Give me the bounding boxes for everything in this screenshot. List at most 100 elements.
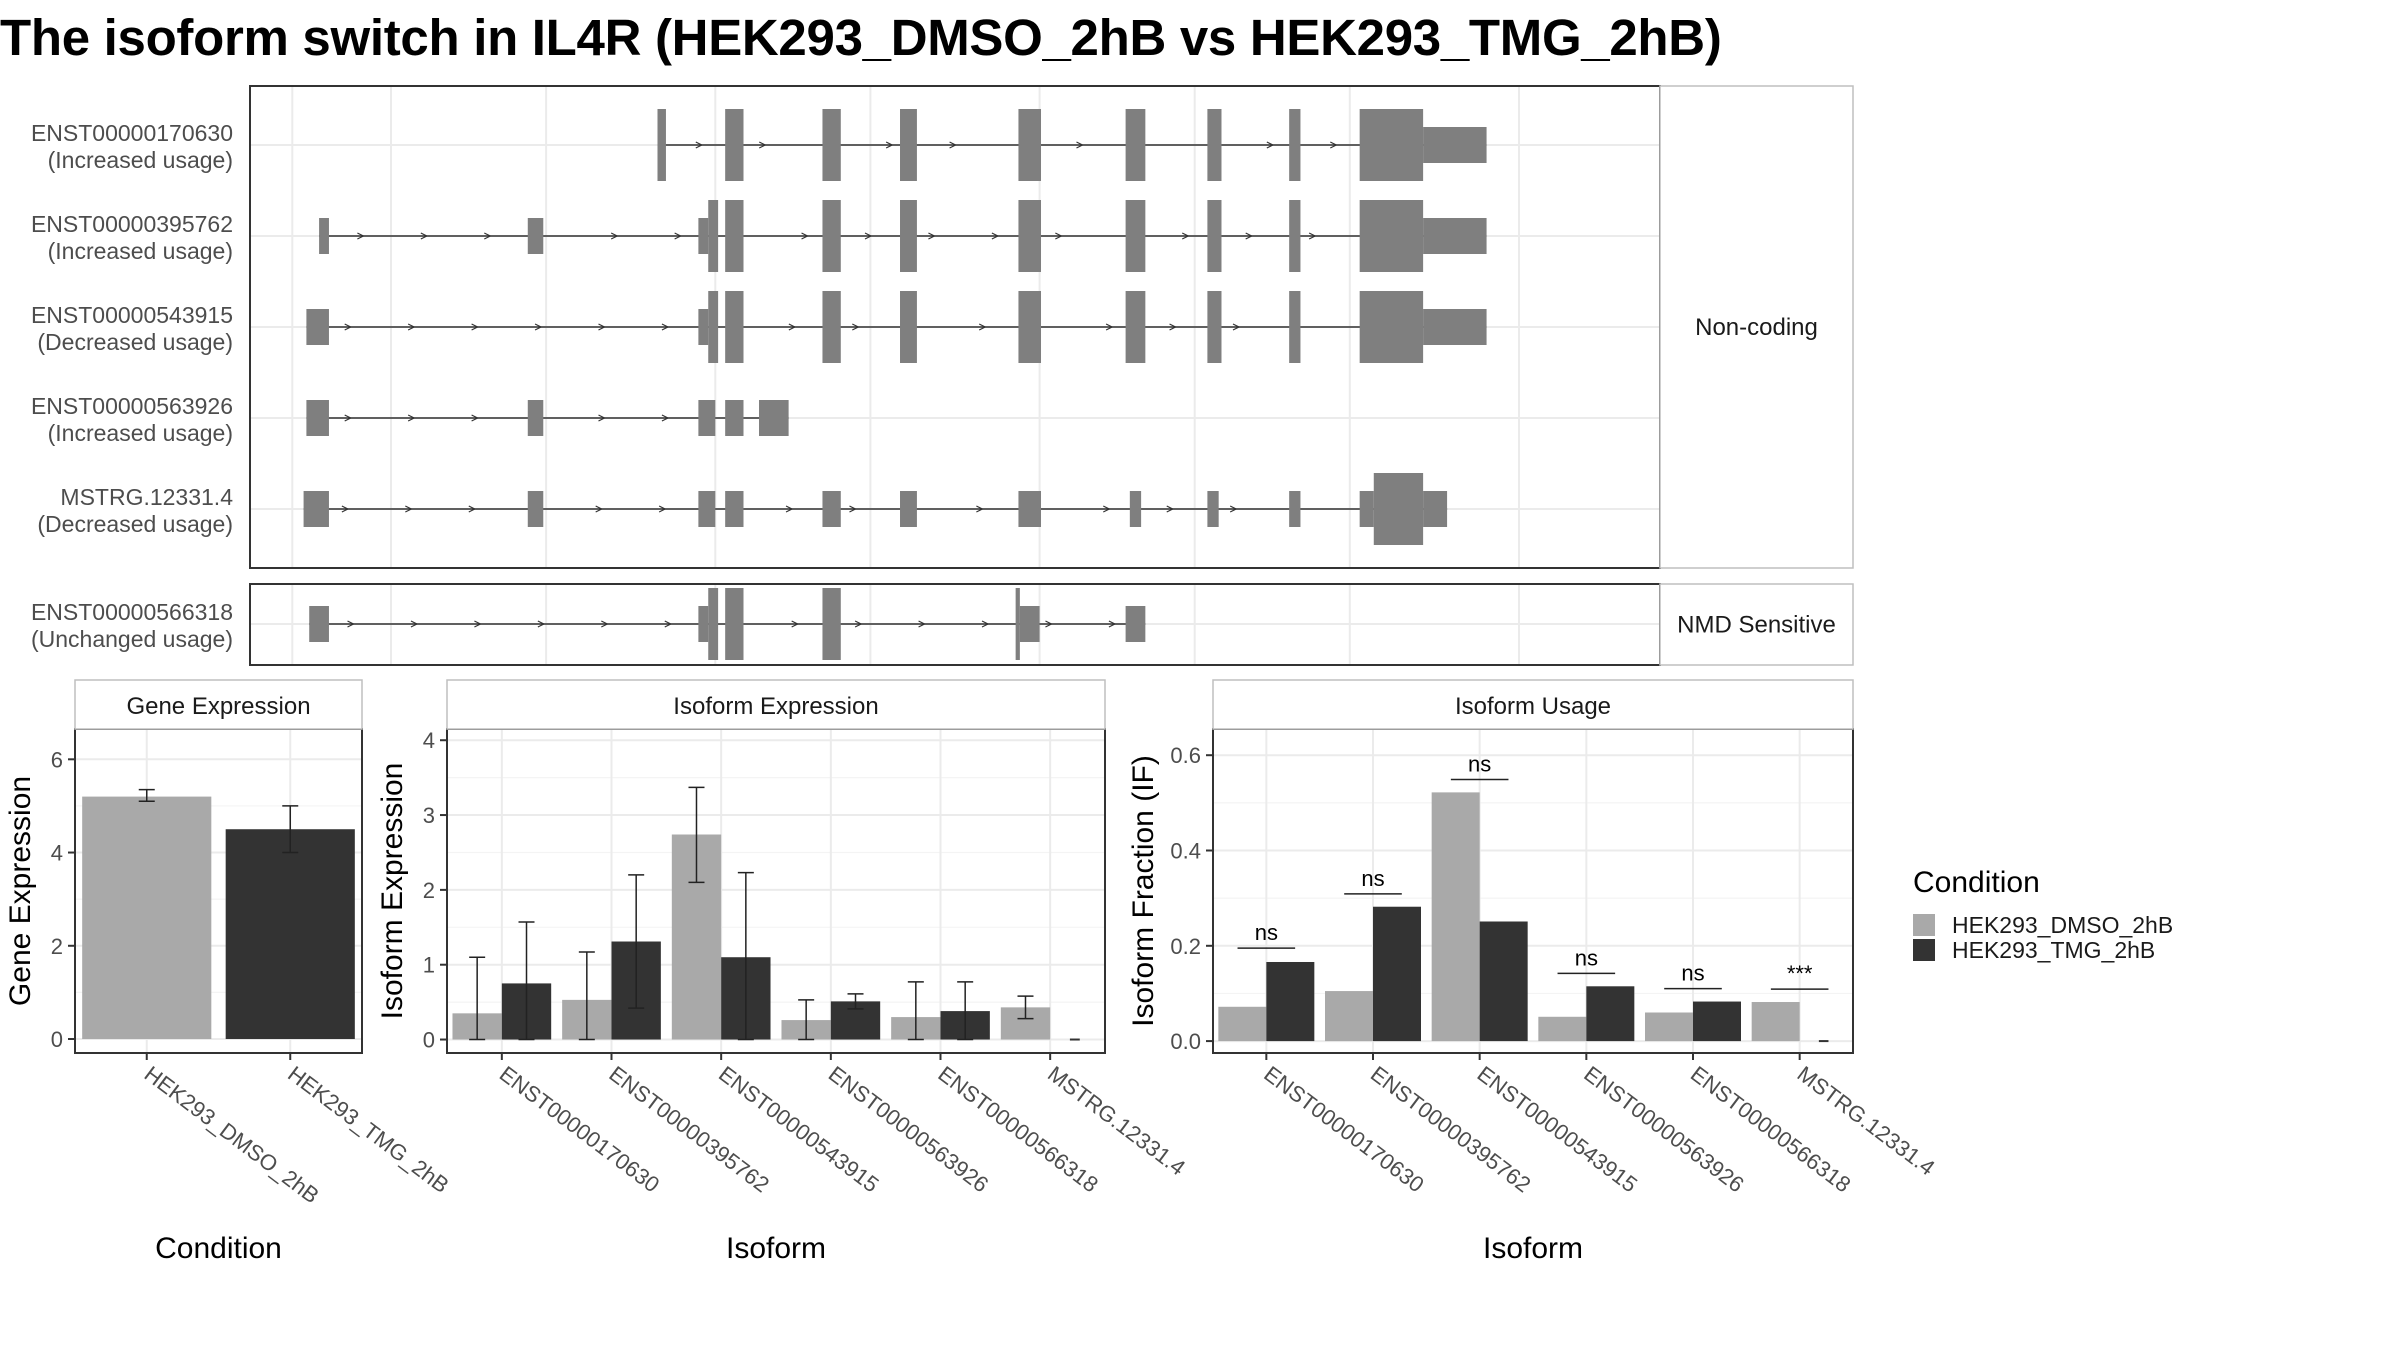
utr-exon: [698, 309, 709, 345]
coding-exon: [1015, 588, 1020, 660]
coding-exon: [1289, 109, 1301, 181]
legend-label: HEK293_TMG_2hB: [1952, 937, 2155, 963]
bar: [1373, 906, 1421, 1042]
strand-arrow: [1108, 620, 1117, 628]
strand-arrow: [864, 232, 873, 240]
coding-exon: [1207, 200, 1222, 272]
strand-arrow: [484, 232, 492, 240]
isoform-id-label: ENST00000543915: [31, 302, 233, 328]
group-strip: [1659, 583, 1854, 666]
strand-arrow: [407, 414, 416, 422]
bar: [1218, 1006, 1267, 1042]
utr-exon: [725, 400, 744, 436]
isoform-usage-label: (Decreased usage): [37, 329, 233, 355]
strand-arrow: [991, 232, 1000, 240]
coding-exon: [822, 588, 841, 660]
isoform-structure-ENST00000543915: ENST00000543915(Decreased usage): [31, 291, 1487, 363]
bar: [225, 829, 355, 1040]
y-tick-label: 0: [51, 1027, 63, 1052]
strand-arrow: [801, 232, 809, 240]
bar: [1325, 991, 1373, 1042]
strand-arrow: [471, 323, 479, 331]
significance-label: ns: [1361, 866, 1384, 891]
utr-exon: [1289, 491, 1301, 527]
significance-label: ns: [1468, 752, 1491, 777]
strand-arrow: [1105, 323, 1114, 331]
strand-arrow: [1103, 505, 1111, 513]
x-axis-title: Isoform: [1483, 1232, 1583, 1265]
utr-exon: [527, 218, 544, 254]
chart-title-strip: [446, 679, 1106, 730]
y-tick-label: 0.2: [1170, 934, 1201, 959]
significance-label: ns: [1681, 961, 1704, 986]
strand-arrow: [661, 414, 670, 422]
utr-exon: [527, 400, 544, 436]
utr-exon: [1207, 491, 1219, 527]
strand-arrow: [471, 414, 479, 422]
utr-exon: [306, 309, 329, 345]
significance-label: ***: [1787, 961, 1813, 986]
chart-title: Isoform Expression: [673, 693, 878, 720]
strand-arrow: [852, 323, 860, 331]
x-axis-title: Isoform: [726, 1232, 826, 1265]
y-tick-label: 0.4: [1170, 839, 1201, 864]
figure-title: The isoform switch in IL4R (HEK293_DMSO_…: [0, 9, 1722, 66]
utr-exon: [1423, 218, 1487, 254]
isoform-usage-label: (Increased usage): [48, 147, 233, 173]
strand-arrow: [1308, 232, 1317, 240]
coding-exon: [822, 291, 841, 363]
strand-arrow: [1266, 141, 1275, 149]
strand-arrow: [854, 620, 863, 628]
bar: [1479, 921, 1528, 1042]
utr-exon: [698, 606, 709, 642]
strand-arrow: [1169, 323, 1177, 331]
strand-arrow: [849, 505, 857, 513]
utr-exon: [822, 491, 841, 527]
coding-exon: [1018, 109, 1042, 181]
group-label: Non-coding: [1695, 314, 1818, 341]
strand-arrow: [885, 141, 894, 149]
y-axis-title: Gene Expression: [4, 776, 37, 1006]
chart-title: Gene Expression: [126, 693, 310, 720]
strand-arrow: [344, 323, 353, 331]
strand-arrow: [410, 620, 419, 628]
bar: [1538, 1016, 1587, 1042]
strand-arrow: [595, 505, 604, 513]
isoform-usage-label: (Increased usage): [48, 420, 233, 446]
strand-arrow: [537, 620, 546, 628]
coding-exon: [1289, 291, 1301, 363]
strand-arrow: [661, 323, 670, 331]
utr-exon: [1019, 606, 1040, 642]
strand-arrow: [357, 232, 365, 240]
coding-exon: [1125, 109, 1146, 181]
strand-arrow: [474, 620, 482, 628]
significance-label: ns: [1575, 945, 1598, 970]
group-strip: [1659, 85, 1854, 569]
structure-panel-1: ENST00000566318(Unchanged usage) NMD Sens…: [31, 583, 1854, 666]
y-tick-label: 6: [51, 747, 63, 772]
strand-arrow: [341, 505, 350, 513]
strand-arrow: [344, 414, 353, 422]
coding-exon: [1207, 109, 1222, 181]
chart-title-strip: [74, 679, 363, 730]
legend-title: Condition: [1913, 866, 2040, 899]
utr-exon: [698, 218, 709, 254]
coding-exon: [1373, 473, 1424, 545]
strand-arrow: [928, 232, 936, 240]
bar-chart-1: Isoform Expression01234ENST00000170630EN…: [376, 679, 1190, 1265]
coding-exon: [1018, 200, 1042, 272]
y-tick-label: 4: [423, 728, 435, 753]
strand-arrow: [534, 323, 543, 331]
isoform-structure-MSTRG.12331.4: MSTRG.12331.4(Decreased usage): [37, 473, 1448, 545]
strand-arrow: [598, 414, 606, 422]
isoform-structure-ENST00000395762: ENST00000395762(Increased usage): [31, 200, 1487, 272]
y-tick-label: 0.6: [1170, 743, 1201, 768]
y-axis-title: Isoform Fraction (IF): [1127, 755, 1160, 1027]
chart-title: Isoform Usage: [1455, 693, 1611, 720]
coding-exon: [725, 291, 744, 363]
strand-arrow: [785, 505, 794, 513]
chart-panel-bg: [447, 729, 1105, 1053]
coding-exon: [708, 291, 719, 363]
isoform-usage-label: (Decreased usage): [37, 511, 233, 537]
